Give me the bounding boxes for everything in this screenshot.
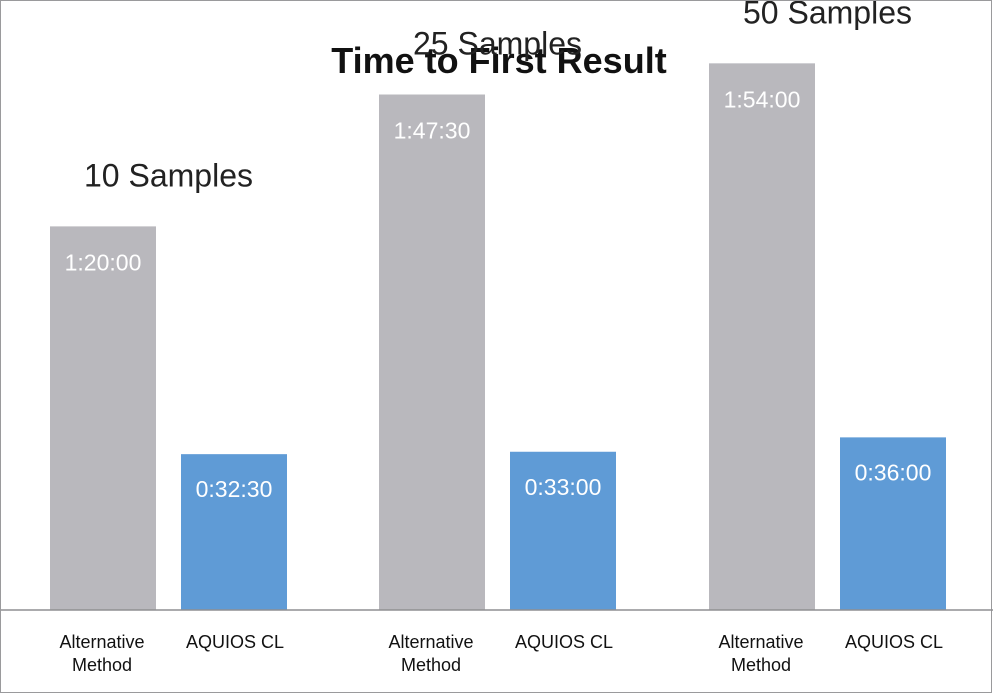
category-label: Method [731, 655, 791, 675]
bar-value-label: 0:36:00 [855, 459, 932, 485]
bar-group-1-aquios-cl [181, 454, 287, 610]
category-label: AQUIOS CL [515, 632, 613, 652]
category-label: Alternative [388, 632, 473, 652]
category-label: Method [72, 655, 132, 675]
bar-value-label: 0:32:30 [196, 476, 273, 502]
bar-group-3-alternative-method [709, 63, 815, 611]
bar-group-2-alternative-method [379, 94, 485, 610]
bar-group-2-aquios-cl [510, 451, 616, 610]
bar-value-label: 0:33:00 [525, 474, 602, 500]
group-label: 50 Samples [743, 1, 912, 30]
group-label: 25 Samples [413, 26, 582, 62]
bars-layer: 1:20:00 Alternative Method 0:32:30 AQUIOS CL… [50, 1, 946, 675]
category-label: Alternative [59, 632, 144, 652]
category-label: AQUIOS CL [845, 632, 943, 652]
bar-value-label: 1:47:30 [394, 118, 471, 144]
chart-title: Time to First Result [331, 40, 666, 81]
bar-value-label: 1:20:00 [65, 249, 142, 275]
group-label: 10 Samples [84, 157, 253, 193]
bar-value-label: 1:54:00 [724, 86, 801, 112]
bar-group-1-alternative-method [50, 226, 156, 610]
category-label: AQUIOS CL [186, 632, 284, 652]
category-label: Method [401, 655, 461, 675]
category-label: Alternative [718, 632, 803, 652]
bar-group-3-aquios-cl [840, 437, 946, 610]
